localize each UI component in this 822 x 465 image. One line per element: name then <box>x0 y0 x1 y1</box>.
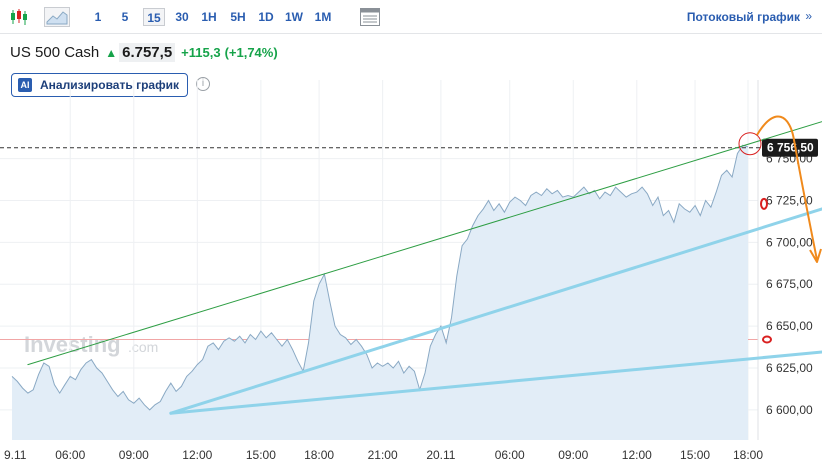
info-icon[interactable]: i <box>196 77 210 91</box>
x-tick-label: 20.11 <box>426 448 455 462</box>
mid-trend-line <box>169 207 822 415</box>
last-price: 6.757,5 <box>119 43 176 62</box>
y-tick-label: 6 675,00 <box>766 277 813 291</box>
current-price-badge <box>762 138 818 157</box>
reference-marker <box>762 335 772 344</box>
tf-5h[interactable]: 5H <box>230 10 246 24</box>
x-tick-label: 21:00 <box>368 448 398 462</box>
x-tick-label: 9.11 <box>4 448 27 462</box>
tf-1[interactable]: 1 <box>94 10 102 24</box>
low-trend-line <box>169 350 822 415</box>
x-tick-label: 15:00 <box>680 448 710 462</box>
chevron-right-icon: » <box>805 9 812 23</box>
arrow-up-icon: ▲ <box>105 46 118 60</box>
watermark-suffix: .com <box>128 339 159 355</box>
area-chart-icon[interactable] <box>44 7 70 27</box>
analyze-chart-button[interactable]: AI Анализировать график <box>11 73 188 97</box>
y-tick-label: 6 600,00 <box>766 403 813 417</box>
x-tick-label: 06:00 <box>495 448 525 462</box>
analyze-chart-label: Анализировать график <box>40 78 179 92</box>
streaming-chart-link[interactable]: Потоковый график <box>686 10 800 24</box>
y-tick-label: 6 725,00 <box>766 193 813 207</box>
candlestick-icon[interactable] <box>8 7 30 27</box>
price-line <box>11 144 749 411</box>
tf-1w[interactable]: 1W <box>285 10 303 24</box>
forecast-arrow-head <box>809 248 822 263</box>
x-tick-label: 18:00 <box>304 448 334 462</box>
tf-1d[interactable]: 1D <box>258 10 274 24</box>
x-tick-label: 18:00 <box>733 448 763 462</box>
x-tick-label: 09:00 <box>558 448 588 462</box>
x-tick-label: 15:00 <box>246 448 276 462</box>
y-tick-label: 6 625,00 <box>766 361 813 375</box>
price-change: +115,3 <box>181 45 221 60</box>
tf-5[interactable]: 5 <box>121 10 129 24</box>
tf-15[interactable]: 15 <box>143 8 165 26</box>
right-marker <box>760 197 768 210</box>
price-area <box>12 145 748 440</box>
x-tick-label: 12:00 <box>622 448 652 462</box>
x-tick-label: 09:00 <box>119 448 149 462</box>
table-icon[interactable] <box>359 7 381 27</box>
watermark-brand: Investing <box>24 332 121 357</box>
y-tick-label: 6 700,00 <box>766 235 813 249</box>
price-change-percent: (+1,74%) <box>224 45 278 60</box>
x-tick-label: 12:00 <box>182 448 212 462</box>
tf-1m[interactable]: 1M <box>314 10 332 24</box>
tf-1h[interactable]: 1H <box>201 10 217 24</box>
current-price-label: 6 756,50 <box>767 141 814 155</box>
chart-toolbar: 1 5 15 30 1H 5H 1D 1W 1M Потоковый графи… <box>0 0 822 34</box>
ai-icon: AI <box>18 78 32 92</box>
instrument-name: US 500 Cash <box>10 44 100 61</box>
x-tick-label: 06:00 <box>55 448 85 462</box>
tf-30[interactable]: 30 <box>175 10 189 24</box>
forecast-arrow <box>756 115 818 261</box>
highlight-circle <box>738 132 762 156</box>
y-tick-label: 6 650,00 <box>766 319 813 333</box>
quote-header: US 500 Cash ▲ 6.757,5 +115,3 (+1,74%) <box>10 43 278 62</box>
upper-channel-line <box>27 121 822 366</box>
